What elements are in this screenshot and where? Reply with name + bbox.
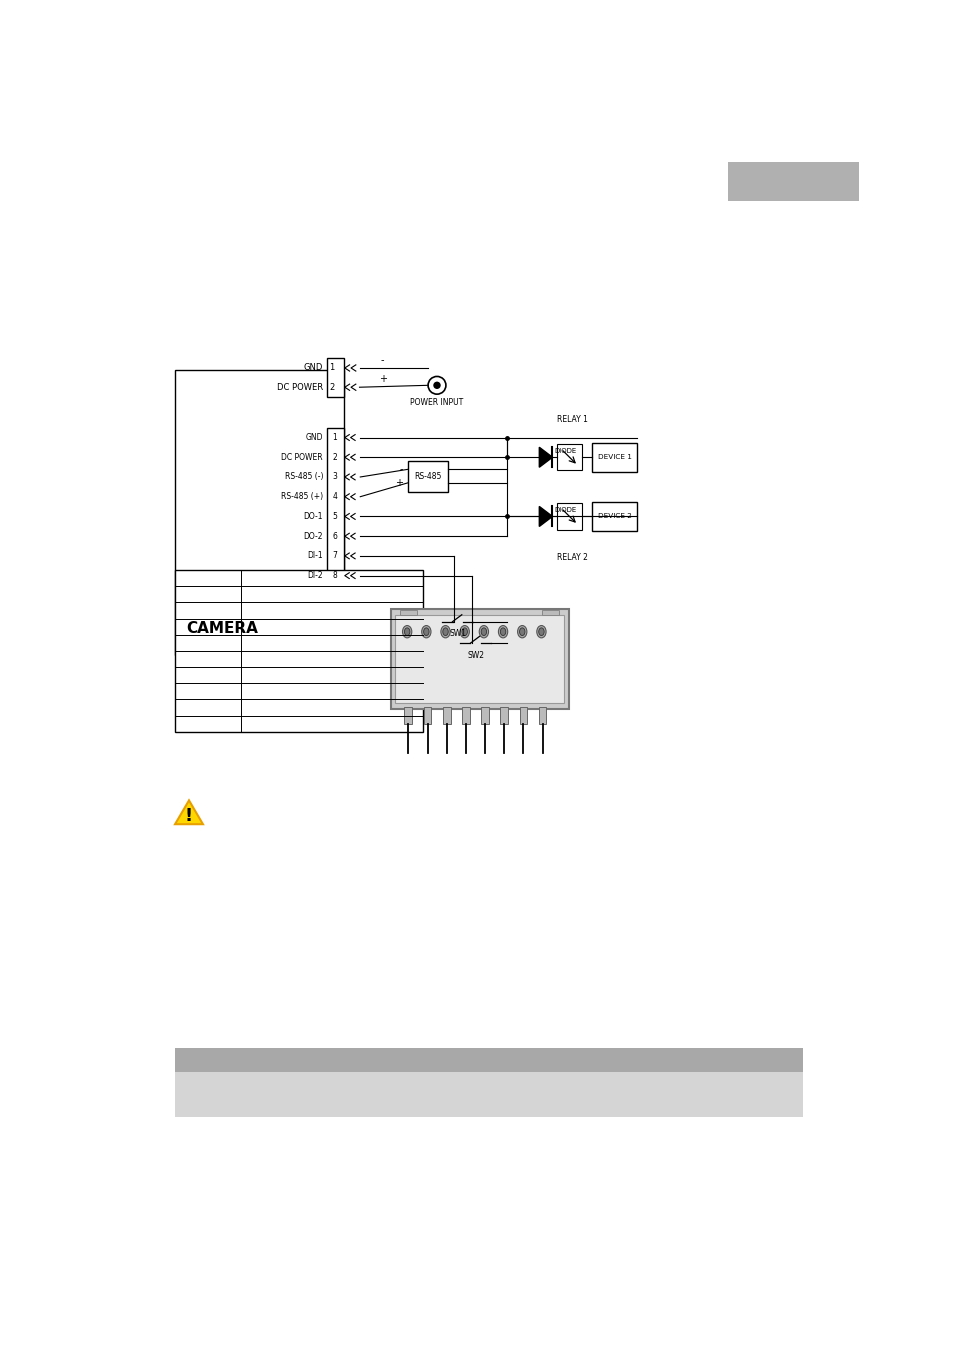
Text: 2: 2 xyxy=(332,452,336,462)
Text: 6: 6 xyxy=(332,532,336,540)
Circle shape xyxy=(468,641,472,645)
Text: SW1: SW1 xyxy=(449,629,466,639)
Polygon shape xyxy=(174,801,203,825)
Text: DIODE: DIODE xyxy=(555,448,577,454)
Circle shape xyxy=(478,641,482,645)
Text: +: + xyxy=(378,374,386,385)
Text: -: - xyxy=(380,355,384,364)
Ellipse shape xyxy=(480,628,486,636)
FancyBboxPatch shape xyxy=(174,570,422,732)
Ellipse shape xyxy=(497,625,507,637)
FancyBboxPatch shape xyxy=(557,504,581,529)
Text: !: ! xyxy=(185,807,193,825)
Text: GND: GND xyxy=(303,363,323,373)
FancyBboxPatch shape xyxy=(442,707,450,724)
FancyBboxPatch shape xyxy=(327,358,344,397)
FancyBboxPatch shape xyxy=(174,1072,802,1116)
FancyBboxPatch shape xyxy=(404,707,412,724)
Polygon shape xyxy=(538,447,552,467)
Ellipse shape xyxy=(478,625,488,637)
FancyBboxPatch shape xyxy=(480,707,488,724)
Ellipse shape xyxy=(519,628,524,636)
Ellipse shape xyxy=(440,625,450,637)
FancyBboxPatch shape xyxy=(407,460,447,491)
Text: GND: GND xyxy=(305,433,323,441)
FancyBboxPatch shape xyxy=(499,707,508,724)
Ellipse shape xyxy=(517,625,526,637)
Ellipse shape xyxy=(538,628,543,636)
FancyBboxPatch shape xyxy=(327,428,344,586)
FancyBboxPatch shape xyxy=(390,609,568,709)
FancyBboxPatch shape xyxy=(461,707,469,724)
Text: DC POWER: DC POWER xyxy=(276,383,323,392)
Ellipse shape xyxy=(537,625,545,637)
Text: DIODE: DIODE xyxy=(555,508,577,513)
FancyBboxPatch shape xyxy=(519,707,527,724)
Ellipse shape xyxy=(404,628,410,636)
Text: DEVICE 2: DEVICE 2 xyxy=(597,513,631,520)
Text: +: + xyxy=(395,478,402,487)
Text: RELAY 1: RELAY 1 xyxy=(557,414,587,424)
Circle shape xyxy=(450,620,454,624)
FancyBboxPatch shape xyxy=(592,502,637,531)
Text: 2: 2 xyxy=(329,383,335,392)
Text: CAMERA: CAMERA xyxy=(187,621,258,636)
Circle shape xyxy=(461,620,465,624)
Text: 1: 1 xyxy=(329,363,335,373)
Polygon shape xyxy=(538,506,552,526)
Text: 8: 8 xyxy=(332,571,336,580)
FancyBboxPatch shape xyxy=(174,370,344,655)
Text: DO-1: DO-1 xyxy=(303,512,323,521)
Text: RELAY 2: RELAY 2 xyxy=(557,554,587,562)
Ellipse shape xyxy=(423,628,429,636)
Text: DEVICE 1: DEVICE 1 xyxy=(597,454,631,460)
Text: POWER INPUT: POWER INPUT xyxy=(410,398,463,406)
FancyBboxPatch shape xyxy=(538,707,546,724)
Ellipse shape xyxy=(499,628,505,636)
Ellipse shape xyxy=(442,628,448,636)
Circle shape xyxy=(428,377,445,394)
Text: 1: 1 xyxy=(332,433,336,441)
Text: 7: 7 xyxy=(332,551,336,560)
FancyBboxPatch shape xyxy=(557,444,581,470)
FancyBboxPatch shape xyxy=(395,614,563,702)
Circle shape xyxy=(433,382,440,389)
Text: 3: 3 xyxy=(332,472,336,482)
Text: RS-485: RS-485 xyxy=(414,471,441,481)
Text: DC POWER: DC POWER xyxy=(281,452,323,462)
FancyBboxPatch shape xyxy=(592,443,637,472)
Text: SW2: SW2 xyxy=(467,651,484,660)
Text: 4: 4 xyxy=(332,493,336,501)
Ellipse shape xyxy=(402,625,412,637)
FancyBboxPatch shape xyxy=(174,1048,802,1072)
Text: 5: 5 xyxy=(332,512,336,521)
FancyBboxPatch shape xyxy=(727,162,858,201)
Text: DI-1: DI-1 xyxy=(307,551,323,560)
Ellipse shape xyxy=(459,625,469,637)
Text: DI-2: DI-2 xyxy=(307,571,323,580)
FancyBboxPatch shape xyxy=(399,610,416,614)
FancyBboxPatch shape xyxy=(542,610,558,614)
Text: DO-2: DO-2 xyxy=(303,532,323,540)
Text: RS-485 (-): RS-485 (-) xyxy=(284,472,323,482)
FancyBboxPatch shape xyxy=(423,707,431,724)
Text: -: - xyxy=(399,464,402,474)
Ellipse shape xyxy=(421,625,431,637)
Text: RS-485 (+): RS-485 (+) xyxy=(280,493,323,501)
Ellipse shape xyxy=(461,628,467,636)
